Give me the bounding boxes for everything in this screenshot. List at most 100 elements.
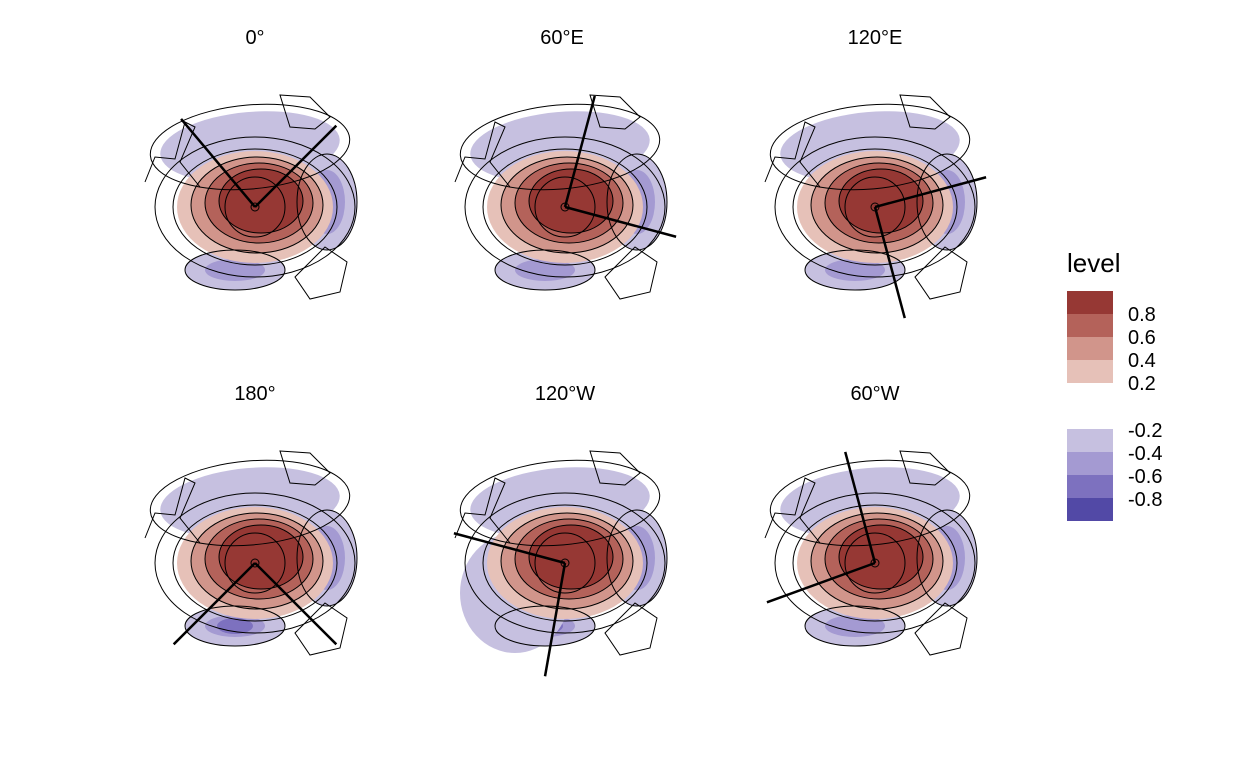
contour [792,148,958,266]
coastline-antarctica [224,176,286,238]
contour-east [916,153,978,251]
south-pole-marker [250,558,260,568]
legend-swatch--0.6 [1067,475,1113,498]
contour-east [606,509,668,607]
map-panel-3 [144,450,358,656]
direction-line-0 [180,118,256,208]
contour [500,512,634,610]
contour-outer [774,492,976,634]
map-panel-5 [764,450,978,656]
coastline-antarctica [224,532,286,594]
coastline-africa [899,450,951,486]
contour [528,524,614,590]
coastline-africa [589,450,641,486]
coastline-south-america [144,477,201,544]
contour-south [804,605,906,647]
contour-north [459,103,661,191]
panel-title-180: 180° [234,383,276,405]
legend-swatch-0.8 [1067,291,1113,314]
map-panel-1 [454,94,677,300]
contour-east [296,509,358,607]
direction-line-1 [172,562,256,646]
legend-swatch--0.2 [1067,429,1113,452]
panel-title-60e: 60°E [540,27,584,49]
coastline-antarctica [844,176,906,238]
coastline-australia [604,602,658,656]
legend-swatch-0.6 [1067,314,1113,337]
contour [172,148,338,266]
contour-south [494,249,596,291]
legend-label-neg-0.2: -0.2 [1128,420,1163,442]
contour [482,148,648,266]
contour [810,512,944,610]
contour-outer [464,136,666,278]
contour [824,518,934,600]
coastline-australia [294,602,348,656]
direction-line-0 [254,562,338,646]
contour-outer [464,492,666,634]
map-panel-0 [144,94,358,300]
coastline-australia [914,246,968,300]
direction-line-0 [563,95,596,208]
contour-north [769,459,971,547]
coastline-australia [914,602,968,656]
direction-line-0 [543,562,567,677]
legend-title: level [1067,248,1121,278]
contour-south [494,605,596,647]
contour [810,156,944,254]
coastline-australia [604,246,658,300]
coastline-africa [899,94,951,130]
coastline-south-america [454,477,511,544]
south-pole-marker [250,202,260,212]
legend-label-0.2: 0.2 [1128,373,1156,395]
direction-line-0 [874,176,987,209]
legend-label-0.6: 0.6 [1128,327,1156,349]
legend-swatch--0.4 [1067,452,1113,475]
contour-east [296,153,358,251]
contour-south [184,249,286,291]
contour [838,524,924,590]
contour [218,168,304,234]
panel-title-120w: 120°W [534,383,596,405]
direction-line-1 [564,205,677,238]
contour [482,504,648,622]
contour-outer [774,136,976,278]
panel-title-120e: 120°E [847,27,903,49]
direction-line-1 [453,532,566,565]
contour-outer [154,136,356,278]
contour-north [149,103,351,191]
contour [204,518,314,600]
legend-label-neg-0.6: -0.6 [1128,466,1163,488]
coastline-antarctica [534,176,596,238]
contour [218,524,304,590]
map-panel-2 [764,94,987,319]
contour-north [769,103,971,191]
panel-title-0: 0° [245,27,265,49]
contour [528,168,614,234]
map-panel-4 [453,450,668,677]
contour-north [459,459,661,547]
contour [514,518,624,600]
contour [172,504,338,622]
legend-swatch-0.4 [1067,337,1113,360]
coastline-south-america [764,477,821,544]
contour [514,162,624,244]
direction-line-1 [873,206,906,319]
coastline-antarctica [534,532,596,594]
direction-line-1 [844,451,877,564]
contour [824,162,934,244]
coastline-south-america [764,121,821,188]
legend-swatch--0.8 [1067,498,1113,521]
panel-title-60w: 60°W [850,383,900,405]
contour [204,162,314,244]
contour-south [804,249,906,291]
coastline-antarctica [844,532,906,594]
coastline-africa [279,450,331,486]
direction-line-1 [254,124,338,208]
contour-east [606,153,668,251]
contour [190,512,324,610]
direction-line-0 [766,561,876,604]
contour [500,156,634,254]
